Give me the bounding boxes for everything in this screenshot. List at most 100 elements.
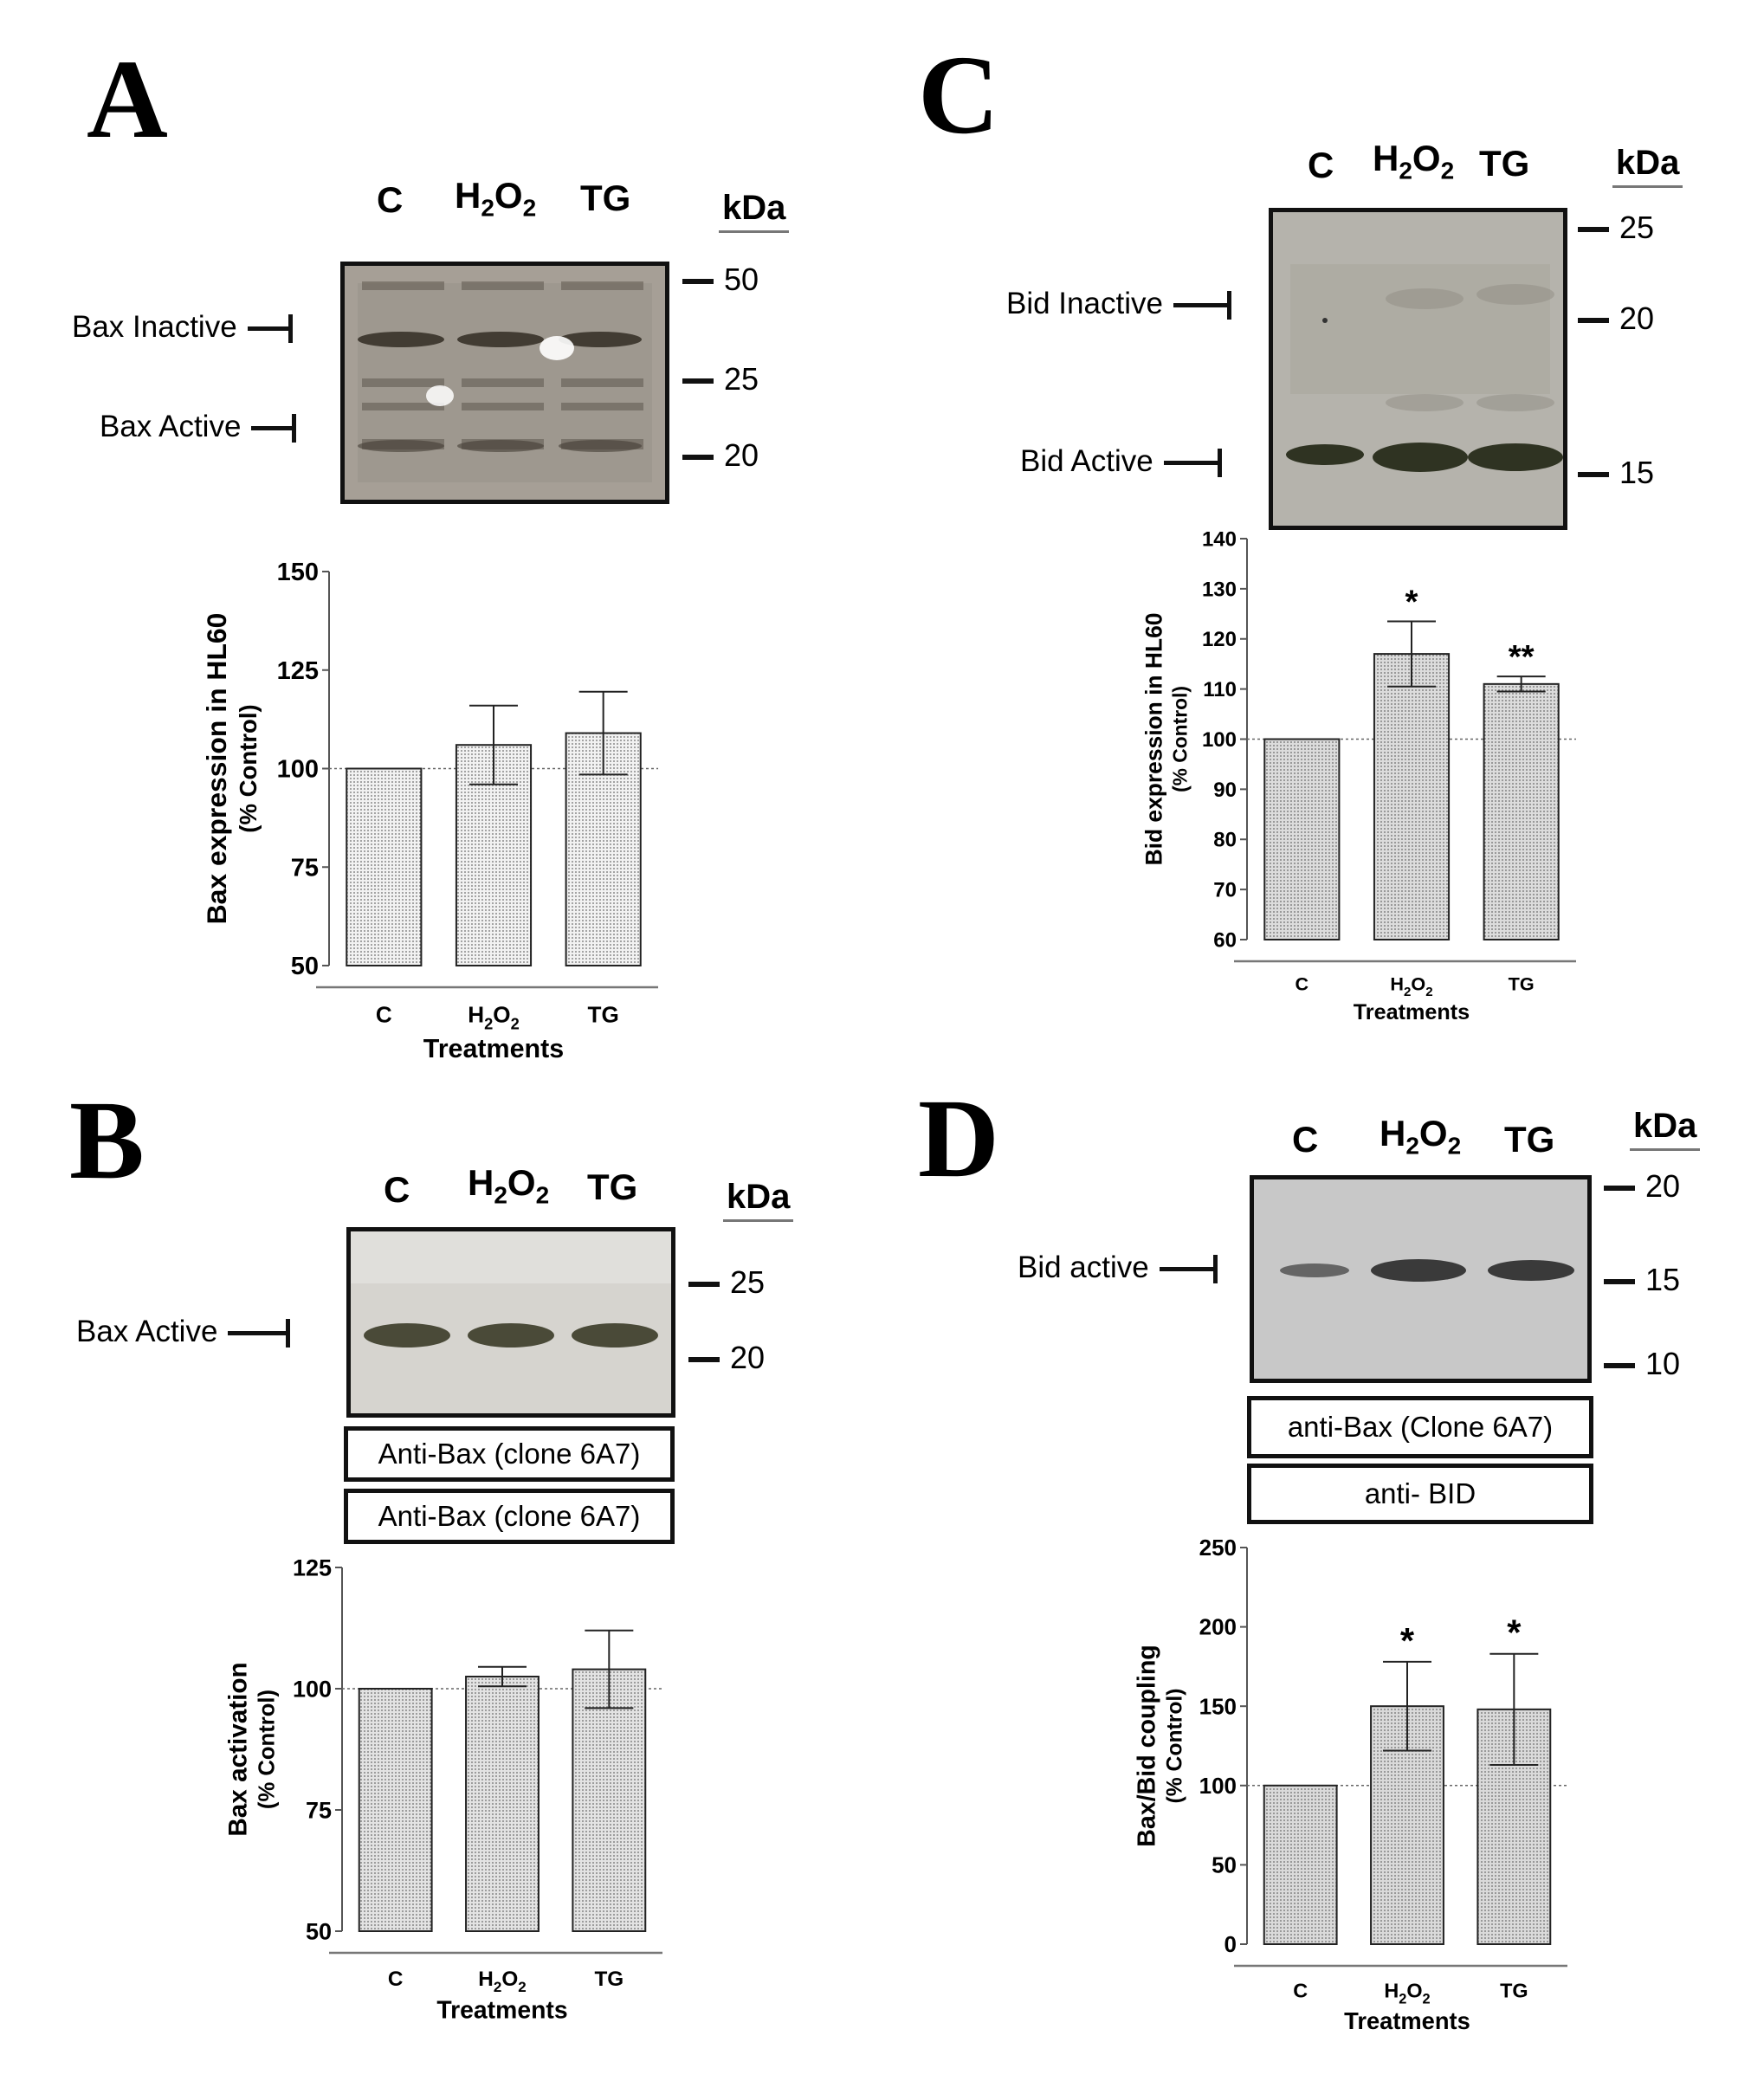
lane-label-c: C — [1292, 1119, 1319, 1160]
y-axis-title: Bax/Bid coupling — [1133, 1645, 1160, 1847]
x-tick-label: H2O2 — [468, 1002, 520, 1033]
lane-label-h2o2: H2O2 — [455, 175, 537, 222]
y-tick-label: 100 — [277, 756, 319, 784]
western-blot-c — [1269, 208, 1567, 530]
band-pointer-icon — [1159, 1255, 1218, 1284]
y-tick-label: 200 — [1199, 1614, 1237, 1640]
y-tick-label: 70 — [1213, 879, 1237, 902]
y-tick-label: 130 — [1202, 578, 1237, 601]
lane-label-c: C — [377, 179, 404, 220]
y-tick-label: 50 — [1212, 1852, 1237, 1878]
band-label-bax-active: Bax Active — [100, 410, 297, 443]
lane-label-tg: TG — [1479, 143, 1530, 184]
blot-image-b — [351, 1231, 671, 1413]
y-axis-subtitle: (% Control) — [235, 704, 262, 832]
y-axis-title: Bax activation — [223, 1662, 252, 1836]
bar — [1263, 738, 1341, 940]
x-axis-title: Treatments — [423, 1034, 564, 1063]
kda-label: kDa — [1630, 1108, 1701, 1151]
y-tick-label: 75 — [306, 1797, 332, 1823]
mw-marker-50: 50 — [682, 264, 759, 295]
bar — [1373, 653, 1451, 941]
mw-marker-20: 20 — [688, 1342, 765, 1373]
y-tick-label: 100 — [1202, 728, 1237, 752]
band-pointer-icon — [251, 414, 297, 443]
western-blot-a — [340, 262, 669, 504]
panel-letter-d: D — [918, 1076, 999, 1201]
mw-marker-25: 25 — [1578, 212, 1654, 243]
y-tick-label: 100 — [293, 1676, 332, 1702]
bar — [358, 1688, 433, 1932]
bar — [1483, 682, 1560, 940]
kda-label: kDa — [1612, 145, 1683, 188]
band-label-bid-active: Bid active — [1018, 1251, 1218, 1284]
significance-marker: ** — [1509, 638, 1535, 675]
y-axis-title: Bax expression in HL60 — [201, 613, 232, 925]
lane-label-tg: TG — [1504, 1119, 1555, 1160]
lane-label-h2o2: H2O2 — [1380, 1113, 1462, 1160]
y-tick-label: 100 — [1199, 1773, 1237, 1799]
y-axis-title: Bid expression in HL60 — [1141, 613, 1167, 866]
lane-label-h2o2: H2O2 — [1373, 138, 1455, 184]
x-tick-label: C — [376, 1002, 392, 1028]
x-axis-title: Treatments — [436, 1997, 567, 2025]
band-label-bax-active: Bax Active — [76, 1315, 291, 1348]
lane-label-tg: TG — [580, 178, 631, 218]
mw-marker-10: 10 — [1604, 1348, 1680, 1380]
significance-marker: * — [1507, 1612, 1522, 1653]
band-text: Bid Active — [1020, 444, 1153, 478]
x-tick-label: C — [388, 1968, 404, 1991]
x-tick-label: TG — [1509, 973, 1535, 995]
panel-letter-b: B — [69, 1078, 145, 1203]
lane-label-c: C — [1308, 145, 1334, 185]
y-tick-label: 150 — [277, 559, 319, 586]
panel-letter-c: C — [918, 33, 999, 158]
band-pointer-icon — [228, 1319, 291, 1348]
band-text: Bax Active — [100, 410, 242, 443]
y-tick-label: 125 — [277, 657, 319, 685]
y-tick-label: 110 — [1203, 678, 1237, 701]
western-blot-d — [1250, 1175, 1592, 1383]
x-tick-label: C — [1293, 1979, 1308, 2001]
band-text: Bax Active — [76, 1315, 218, 1348]
x-tick-label: H2O2 — [1390, 973, 1432, 999]
blot-image-d — [1254, 1179, 1587, 1379]
y-tick-label: 60 — [1213, 928, 1237, 952]
y-tick-label: 250 — [1199, 1535, 1237, 1561]
lane-label-c: C — [384, 1169, 410, 1210]
western-blot-b — [346, 1227, 675, 1418]
antibody-label-box: Anti-Bax (clone 6A7) — [344, 1489, 675, 1544]
y-tick-label: 120 — [1202, 628, 1237, 651]
bar-chart-c: 60 70 80 90 100 110 120 130 140 C * H2O2 ** TG Treatme… — [1141, 527, 1576, 1024]
x-axis-title: Treatments — [1344, 2007, 1470, 2034]
blot-image-c — [1273, 212, 1563, 526]
band-text: Bax Inactive — [72, 310, 237, 344]
band-text: Bid Inactive — [1006, 287, 1163, 320]
y-axis-subtitle: (% Control) — [1164, 1688, 1187, 1803]
x-tick-label: H2O2 — [478, 1968, 526, 1995]
x-tick-label: TG — [1500, 1979, 1528, 2001]
y-axis-subtitle: (% Control) — [255, 1690, 280, 1809]
x-tick-label: H2O2 — [1384, 1979, 1430, 2007]
y-tick-label: 125 — [293, 1554, 332, 1580]
y-tick-label: 50 — [306, 1918, 332, 1944]
panel-letter-a: A — [87, 37, 168, 162]
mw-marker-20: 20 — [1578, 303, 1654, 334]
antibody-label-box: Anti-Bax (clone 6A7) — [344, 1426, 675, 1482]
blot-image-a — [345, 266, 665, 500]
y-tick-label: 50 — [291, 953, 319, 980]
bar — [346, 767, 423, 966]
y-tick-label: 150 — [1199, 1693, 1237, 1719]
mw-marker-25: 25 — [682, 364, 759, 395]
bar-chart-a: 50 75 100 125 150 C H2O2 TG Treatments Bax expres… — [201, 559, 658, 1063]
lane-label-h2o2: H2O2 — [468, 1162, 550, 1209]
bar-chart-d: 0 50 100 150 200 250 C * H2O2 * TG Treatments Bax/Bi… — [1133, 1535, 1567, 2034]
band-text: Bid active — [1018, 1251, 1149, 1284]
y-tick-label: 75 — [291, 854, 319, 882]
band-label-bax-inactive: Bax Inactive — [72, 310, 293, 344]
y-tick-label: 140 — [1202, 527, 1237, 551]
significance-marker: * — [1400, 1620, 1415, 1661]
kda-label: kDa — [719, 191, 790, 233]
bar — [572, 1668, 647, 1932]
x-axis-title: Treatments — [1354, 1000, 1470, 1024]
